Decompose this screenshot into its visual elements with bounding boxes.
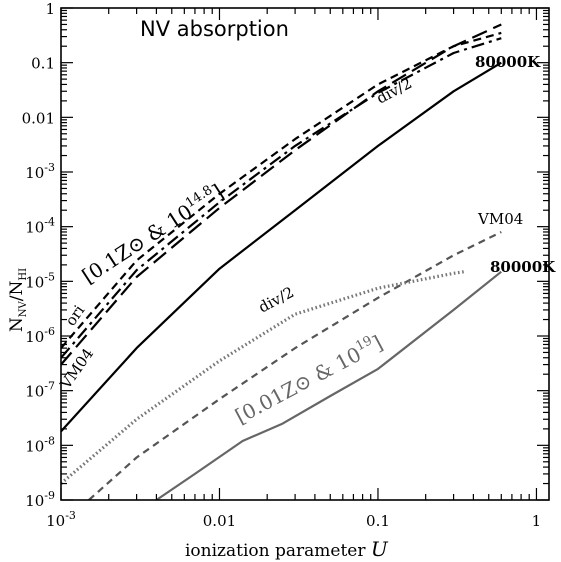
series-line-80000k-4 <box>155 270 502 500</box>
x-axis-title: ionization parameter U <box>185 537 389 561</box>
y-tick-label: 10-4 <box>25 216 55 237</box>
y-tick-label: 10-5 <box>25 270 55 291</box>
y-tick-label: 0.01 <box>22 109 55 127</box>
series-line-div2-2 <box>61 37 502 359</box>
svg-text:[0.1Z⊙ & 1014.8]: [0.1Z⊙ & 1014.8] <box>77 178 227 288</box>
tick-labels-layer: 10-3 0.01 0.1 1 10-9 10-8 10-7 10-6 10-5 10-4 10-3… <box>22 0 542 530</box>
label-div2-upper: div/2 <box>373 74 415 107</box>
series-line-vm04-5 <box>88 231 502 500</box>
y-tick-label: 1 <box>45 0 55 18</box>
label-div2-lower: div/2 <box>255 283 297 316</box>
series-layer <box>61 23 502 500</box>
series-line-ori-3 <box>61 31 502 349</box>
ticks-layer <box>60 7 549 501</box>
plot-frame <box>60 7 550 501</box>
x-tick-label: 0.1 <box>366 512 390 530</box>
svg-text:NNV/NHI: NNV/NHI <box>7 268 29 332</box>
label-80000k-lower: 80000K <box>490 258 556 276</box>
label-ori: ori <box>62 302 89 330</box>
label-group-upper: [0.1Z⊙ & 1014.8] <box>77 178 228 288</box>
x-tick-label: 0.01 <box>203 512 236 530</box>
y-tick-label: 10-9 <box>25 489 55 510</box>
label-80000k-upper: 80000K <box>475 53 541 71</box>
y-tick-label: 10-8 <box>25 434 55 455</box>
y-axis-title: NNV/NHI <box>7 268 29 332</box>
label-vm04-lower: VM04 <box>477 210 523 228</box>
y-tick-label: 0.1 <box>31 55 55 73</box>
svg-text:[0.01Z⊙ & 1019]: [0.01Z⊙ & 1019] <box>231 330 387 429</box>
series-line-vm04-1 <box>61 23 502 366</box>
chart-title: NV absorption <box>140 17 289 41</box>
y-tick-label: 10-6 <box>25 325 55 346</box>
x-tick-label: 10-3 <box>46 509 76 530</box>
x-tick-label: 1 <box>532 512 542 530</box>
y-tick-label: 10-3 <box>25 161 55 182</box>
label-group-lower: [0.01Z⊙ & 1019] <box>231 330 387 429</box>
y-tick-label: 10-7 <box>25 380 55 401</box>
series-line-80000k-0 <box>61 61 502 433</box>
